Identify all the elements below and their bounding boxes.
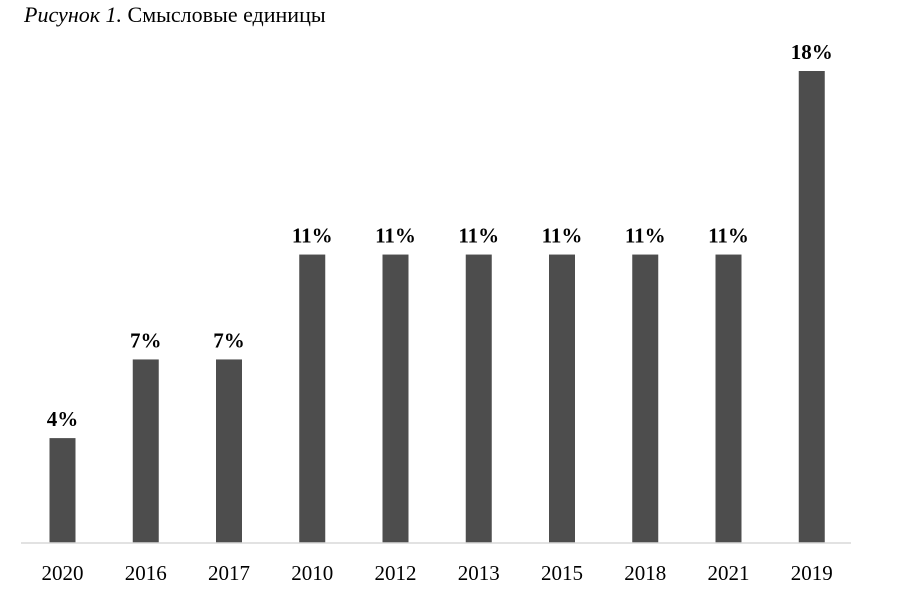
x-tick-label-2015: 2015 [541,561,583,585]
value-labels-group: 4% 7% 7% 11% 11% 11% 11% 11% 11% 18% [47,40,833,431]
value-label-2013: 11% [458,224,499,248]
figure-caption-lead: Рисунок 1. [24,2,123,27]
bar-2015 [549,254,575,544]
value-label-2016: 7% [130,328,162,352]
value-label-2012: 11% [375,224,416,248]
value-label-2021: 11% [708,224,749,248]
bars-group [49,71,825,544]
x-tick-label-2010: 2010 [291,561,333,585]
value-label-2010: 11% [292,224,333,248]
x-tick-label-2013: 2013 [458,561,500,585]
value-label-2015: 11% [542,224,583,248]
bar-2017 [216,359,242,543]
x-tick-label-2019: 2019 [791,561,833,585]
x-tick-label-2018: 2018 [624,561,666,585]
x-tick-label-2012: 2012 [375,561,417,585]
value-label-2017: 7% [213,328,245,352]
value-label-2020: 4% [47,407,79,431]
x-tick-label-2021: 2021 [708,561,750,585]
bar-2013 [465,254,492,544]
figure-caption-text: Смысловые единицы [127,2,326,27]
bar-2010 [299,254,326,544]
x-tick-label-2017: 2017 [208,561,250,585]
x-tick-label-2016: 2016 [125,561,167,585]
bar-2020 [49,438,76,543]
value-label-2018: 11% [625,224,666,248]
x-tick-label-2020: 2020 [42,561,84,585]
bar-2019 [798,71,825,543]
bar-2016 [132,359,159,543]
figure-caption: Рисунок 1. Смысловые единицы [24,2,326,28]
tick-labels-group: 2020 2016 2017 2010 2012 2013 2015 2018 2021 2019 [42,561,833,585]
value-label-2019: 18% [791,40,833,64]
bar-2012 [382,254,409,544]
bar-2018 [632,254,659,544]
bar-2021 [715,254,742,544]
